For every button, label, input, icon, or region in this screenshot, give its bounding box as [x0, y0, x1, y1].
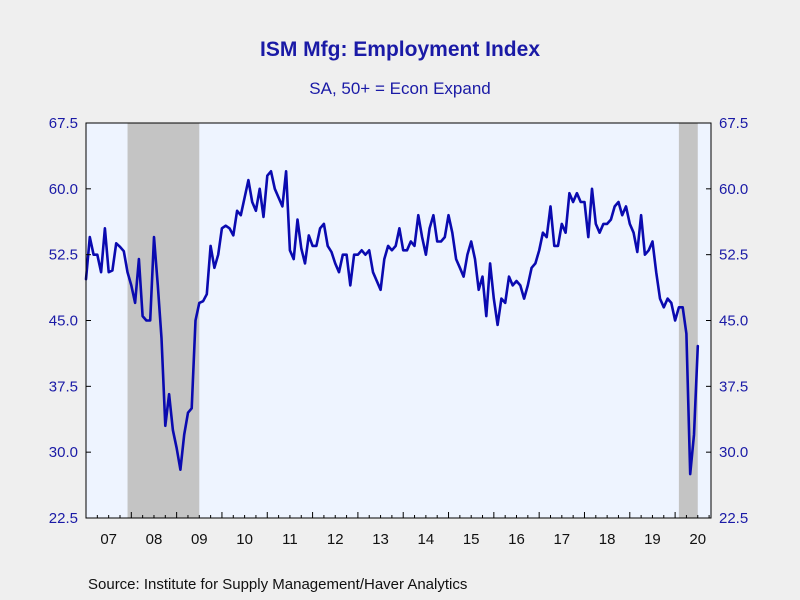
x-tick-label: 20	[689, 531, 706, 548]
y-tick-label-left: 52.5	[49, 247, 78, 264]
y-tick-label-right: 30.0	[719, 444, 748, 461]
x-tick-label: 14	[418, 531, 435, 548]
x-tick-label: 16	[508, 531, 525, 548]
y-tick-label-left: 45.0	[49, 313, 78, 330]
chart-subtitle: SA, 50+ = Econ Expand	[309, 79, 491, 98]
chart-title: ISM Mfg: Employment Index	[259, 38, 540, 61]
recession-band	[678, 123, 698, 518]
y-tick-label-left: 22.5	[49, 510, 78, 527]
x-tick-label: 17	[553, 531, 570, 548]
x-tick-label: 10	[236, 531, 253, 548]
recession-bands	[127, 123, 698, 518]
x-tick-label: 09	[191, 531, 208, 548]
y-tick-label-right: 45.0	[719, 313, 748, 330]
y-tick-label-left: 37.5	[49, 378, 78, 395]
source-note: Source: Institute for Supply Management/…	[88, 576, 468, 593]
x-tick-label: 08	[146, 531, 163, 548]
y-tick-label-left: 67.5	[49, 115, 78, 132]
y-tick-label-left: 60.0	[49, 181, 78, 198]
series-line	[84, 170, 700, 476]
y-tick-label-right: 60.0	[719, 181, 748, 198]
x-tick-label: 11	[282, 531, 298, 548]
recession-band	[127, 123, 200, 518]
x-tick-label: 12	[327, 531, 344, 548]
axes: 22.5 22.5 30.0 30.0 37.5 37.5 45.0 45.0 52.5 52.5…	[49, 115, 748, 548]
y-tick-label-right: 22.5	[719, 510, 748, 527]
x-tick-label: 18	[599, 531, 616, 548]
series-layer	[84, 170, 700, 476]
x-tick-label: 19	[644, 531, 661, 548]
x-tick-label: 13	[372, 531, 389, 548]
y-tick-label-right: 37.5	[719, 378, 748, 395]
x-tick-label: 15	[463, 531, 480, 548]
y-tick-label-right: 67.5	[719, 115, 748, 132]
y-tick-label-right: 52.5	[719, 247, 748, 264]
y-tick-label-left: 30.0	[49, 444, 78, 461]
x-tick-label: 07	[100, 531, 117, 548]
